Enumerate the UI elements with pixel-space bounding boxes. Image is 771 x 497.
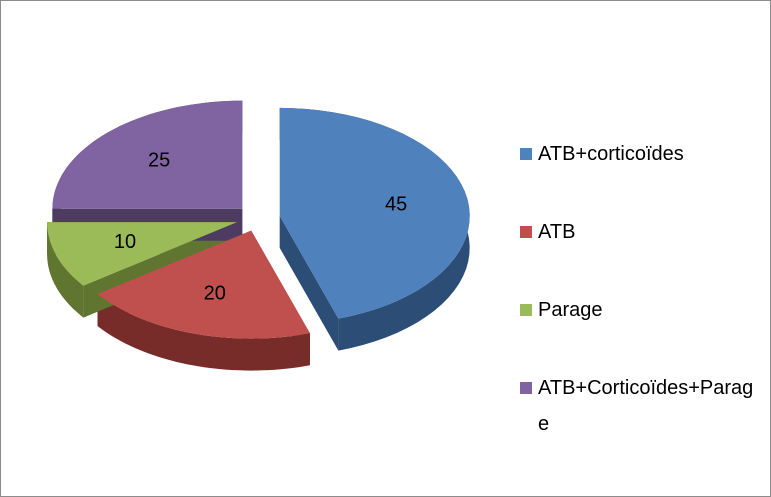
legend-item: ATB+corticoïdes: [520, 136, 760, 172]
legend-swatch: [520, 148, 532, 160]
legend-swatch: [520, 382, 532, 394]
legend: ATB+corticoïdes ATB Parage ATB+Corticoïdes+…: [520, 136, 760, 484]
slice: [97, 230, 310, 339]
slice: [279, 107, 470, 319]
legend-label: ATB+Corticoïdes+Parage: [538, 377, 754, 435]
data-label: 45: [385, 194, 407, 216]
legend-label: ATB+corticoïdes: [538, 143, 684, 165]
slice: [47, 222, 238, 286]
legend-label: ATB: [538, 221, 576, 243]
legend-item: Parage: [520, 292, 760, 328]
legend-swatch: [520, 226, 532, 238]
data-label: 20: [204, 283, 226, 305]
slice: [52, 100, 243, 209]
data-label: 25: [148, 150, 170, 172]
legend-item: ATB: [520, 214, 760, 250]
legend-item: ATB+Corticoïdes+Parage: [520, 370, 760, 442]
slice-side: [47, 222, 84, 318]
data-label: 10: [114, 231, 136, 253]
legend-label: Parage: [538, 299, 603, 321]
legend-swatch: [520, 304, 532, 316]
slice-side: [97, 294, 310, 371]
slice-wall: [279, 215, 339, 351]
